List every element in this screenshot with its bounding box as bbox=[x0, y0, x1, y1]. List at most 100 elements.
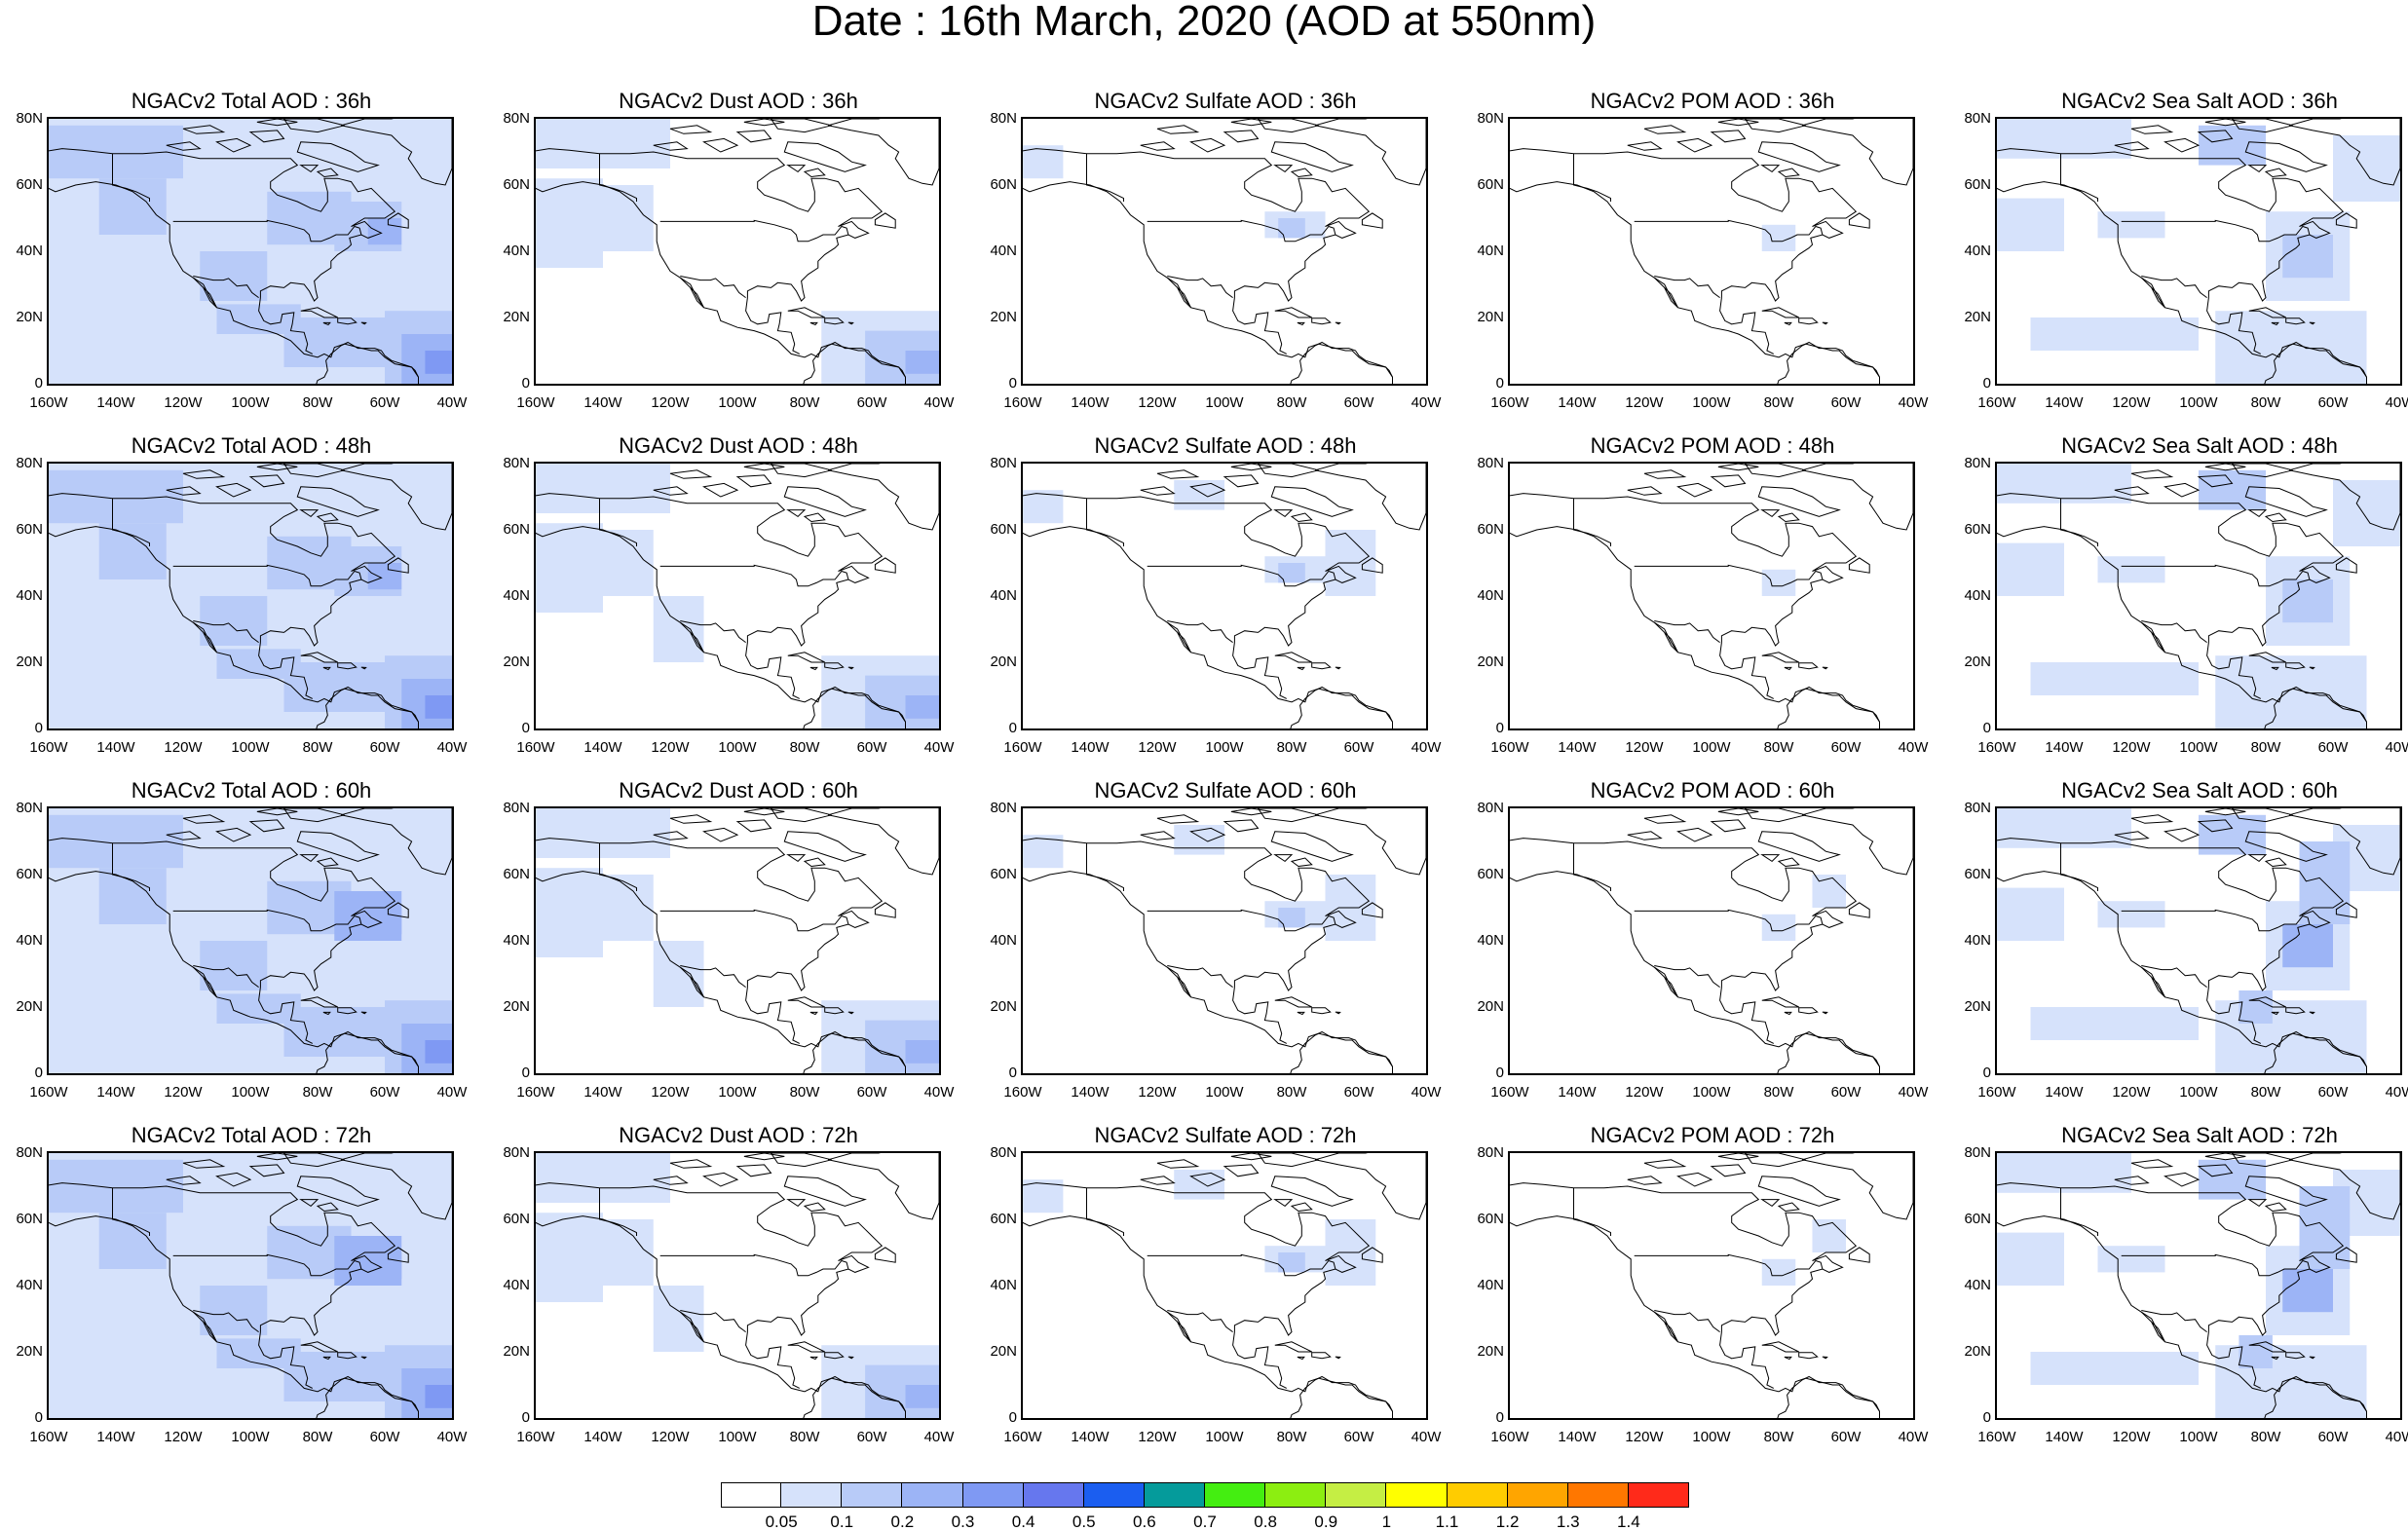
y-tick-label: 0 bbox=[1982, 1409, 1991, 1426]
y-tick-label: 0 bbox=[1495, 375, 1504, 392]
island-outline bbox=[1274, 652, 1312, 663]
aod-field-patch bbox=[1023, 145, 1064, 179]
coastline bbox=[1719, 1331, 1775, 1389]
y-tick-label: 40N bbox=[503, 932, 530, 949]
x-tick-label: 120W bbox=[164, 1084, 203, 1101]
x-tick-label: 60W bbox=[1830, 739, 1862, 756]
island-outline bbox=[1311, 662, 1332, 670]
map-frame bbox=[1508, 1151, 1915, 1420]
y-tick-label: 0 bbox=[1495, 1409, 1504, 1426]
y-tick-label: 80N bbox=[16, 110, 43, 127]
island-outline bbox=[1760, 509, 1781, 518]
island-outline bbox=[783, 486, 867, 517]
coastline bbox=[1166, 621, 1191, 653]
coastline bbox=[1023, 493, 1371, 647]
island-outline bbox=[1798, 1007, 1819, 1015]
y-tick-label: 40N bbox=[1477, 587, 1504, 604]
island-outline bbox=[702, 137, 739, 153]
map-canvas bbox=[1997, 1153, 2400, 1418]
colorbar-swatch bbox=[902, 1482, 963, 1508]
x-tick-label: 140W bbox=[2045, 1084, 2084, 1101]
y-tick-label: 0 bbox=[521, 1409, 530, 1426]
coastline bbox=[1653, 621, 1678, 653]
island-outline bbox=[166, 1176, 202, 1185]
island-outline bbox=[2114, 141, 2150, 151]
y-tick-label: 20N bbox=[503, 1343, 530, 1360]
island-outline bbox=[1848, 902, 1870, 918]
map-frame bbox=[1021, 462, 1428, 730]
island-outline bbox=[387, 557, 409, 574]
y-tick-label: 60N bbox=[990, 866, 1017, 882]
y-tick-label: 0 bbox=[1008, 1064, 1017, 1081]
island-outline bbox=[1801, 119, 1913, 186]
coastline bbox=[1023, 1182, 1371, 1336]
island-outline bbox=[847, 666, 854, 670]
island-outline bbox=[387, 902, 409, 918]
y-tick-label: 60N bbox=[1964, 866, 1991, 882]
coastline bbox=[2206, 642, 2262, 699]
island-outline bbox=[874, 902, 896, 918]
island-outline bbox=[770, 464, 832, 478]
island-outline bbox=[1710, 474, 1747, 488]
island-outline bbox=[743, 464, 785, 471]
island-outline bbox=[340, 808, 452, 876]
aod-field-patch bbox=[98, 523, 167, 579]
island-outline bbox=[653, 1176, 689, 1185]
island-outline bbox=[166, 486, 202, 496]
map-canvas bbox=[49, 119, 452, 384]
island-outline bbox=[300, 307, 338, 318]
y-tick-label: 60N bbox=[1964, 176, 1991, 193]
aod-field-patch bbox=[1997, 1232, 2064, 1286]
map-canvas bbox=[1997, 808, 2400, 1073]
island-outline bbox=[1643, 125, 1687, 134]
x-tick-label: 140W bbox=[1558, 1429, 1597, 1445]
coastline bbox=[745, 1331, 801, 1389]
coastline bbox=[1510, 181, 1880, 384]
x-tick-label: 80W bbox=[1276, 394, 1307, 411]
island-outline bbox=[248, 130, 285, 143]
aod-field-patch bbox=[367, 1252, 402, 1280]
x-tick-label: 120W bbox=[1138, 394, 1177, 411]
island-outline bbox=[360, 321, 367, 325]
island-outline bbox=[1627, 831, 1663, 840]
island-outline bbox=[874, 1247, 896, 1263]
island-outline bbox=[824, 1007, 845, 1015]
x-tick-label: 140W bbox=[2045, 739, 2084, 756]
island-outline bbox=[1744, 1153, 1806, 1168]
y-tick-label: 60N bbox=[503, 176, 530, 193]
panel-title: NGACv2 POM AOD : 48h bbox=[1590, 433, 1835, 458]
island-outline bbox=[299, 165, 320, 173]
coastline bbox=[192, 621, 217, 653]
island-outline bbox=[2271, 1011, 2279, 1016]
x-tick-label: 100W bbox=[2179, 1429, 2218, 1445]
colorbar-swatch bbox=[1205, 1482, 1266, 1508]
aod-field-patch bbox=[536, 178, 603, 268]
island-outline bbox=[1297, 321, 1305, 326]
island-outline bbox=[1223, 819, 1260, 833]
map-frame bbox=[534, 806, 941, 1075]
x-tick-label: 100W bbox=[1205, 1084, 1244, 1101]
colorbar-swatch bbox=[1507, 1482, 1568, 1508]
island-outline bbox=[322, 1011, 331, 1016]
panel-title: NGACv2 Sulfate AOD : 36h bbox=[1094, 89, 1357, 113]
island-outline bbox=[669, 469, 713, 479]
island-outline bbox=[2114, 831, 2150, 840]
coastline bbox=[1232, 297, 1288, 355]
island-outline bbox=[1140, 486, 1176, 496]
island-outline bbox=[182, 125, 226, 134]
island-outline bbox=[1273, 854, 1294, 863]
island-outline bbox=[1801, 464, 1913, 531]
island-outline bbox=[256, 808, 298, 816]
island-outline bbox=[702, 1172, 739, 1187]
island-outline bbox=[1822, 1011, 1828, 1015]
island-outline bbox=[1361, 902, 1383, 918]
coastline bbox=[172, 564, 362, 587]
island-outline bbox=[2264, 168, 2287, 178]
x-tick-label: 160W bbox=[516, 1084, 555, 1101]
y-tick-label: 60N bbox=[16, 521, 43, 538]
x-tick-label: 40W bbox=[1411, 1084, 1442, 1101]
aod-field-patch bbox=[2097, 1246, 2165, 1273]
coastline bbox=[1167, 276, 1233, 299]
y-tick-label: 40N bbox=[16, 243, 43, 259]
aod-field-patch bbox=[1023, 1179, 1064, 1214]
